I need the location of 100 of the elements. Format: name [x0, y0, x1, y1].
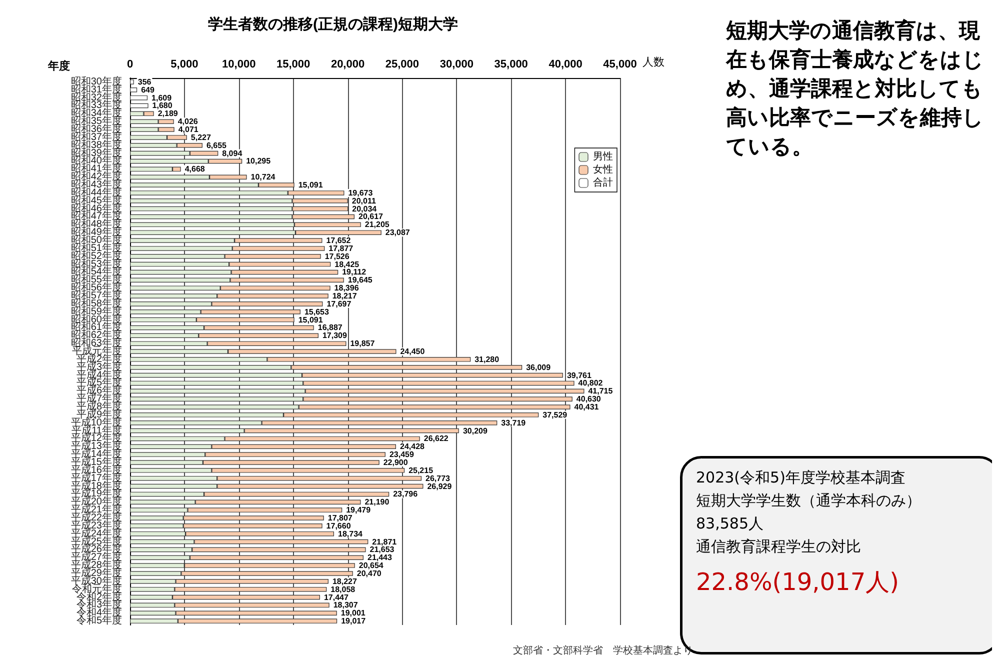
total-label: 18,425 [334, 260, 360, 269]
x-tick-label: 45,000 [603, 58, 637, 70]
y-tick-label: 平成23年度 [70, 519, 122, 532]
total-label: 15,091 [298, 315, 324, 324]
total-label: 19,001 [340, 608, 366, 618]
total-label: 21,653 [370, 545, 395, 554]
total-label: 10,724 [250, 172, 276, 182]
total-label: 18,396 [334, 284, 360, 293]
total-label: 26,622 [424, 434, 449, 444]
total-label: 23,087 [385, 228, 410, 238]
total-label: 8,094 [222, 148, 243, 158]
y-tick-label: 平成30年度 [70, 574, 122, 587]
legend-label: 女性 [593, 164, 613, 176]
total-label: 37,529 [542, 410, 568, 420]
total-label: 18,217 [332, 292, 358, 301]
total-label: 10,295 [246, 156, 272, 166]
total-label: 21,190 [364, 498, 390, 507]
x-tick-label: 5,000 [170, 58, 198, 70]
total-label: 5,227 [190, 132, 212, 142]
legend-label: 合計 [593, 176, 613, 188]
x-tick-label: 10,000 [222, 58, 256, 70]
total-label: 649 [141, 85, 155, 94]
total-label: 16,887 [318, 323, 343, 332]
y-axis-title: 年度 [47, 60, 70, 72]
total-label: 40,431 [574, 402, 600, 412]
x-tick-label: 15,000 [276, 58, 310, 70]
total-label: 36,009 [526, 362, 552, 372]
total-label: 24,450 [400, 347, 426, 356]
x-tick-label: 40,000 [548, 58, 582, 70]
total-label: 17,697 [326, 299, 352, 308]
total-label: 17,309 [322, 331, 348, 340]
total-label: 20,654 [358, 561, 384, 570]
total-label: 39,761 [566, 370, 592, 380]
total-label: 40,802 [578, 378, 604, 388]
bar [130, 95, 148, 100]
total-label: 21,871 [372, 537, 398, 546]
chart-title: 学生者数の推移(正規の課程)短期大学 [208, 16, 458, 33]
total-label: 24,428 [400, 442, 426, 452]
total-label: 20,034 [352, 204, 378, 214]
x-tick-label: 20,000 [330, 58, 365, 70]
x-tick-label: 30,000 [440, 58, 474, 70]
total-label: 41,715 [588, 386, 614, 396]
total-label: 22,900 [383, 458, 408, 467]
y-tick-label: 令和5年度 [76, 614, 122, 627]
total-label: 19,479 [346, 506, 372, 515]
text: 短期大学学生数（通学本科のみ） [696, 492, 921, 510]
total-label: 19,017 [341, 616, 366, 626]
total-label: 15,653 [304, 307, 330, 316]
total-label: 18,058 [330, 584, 356, 594]
text: 2023(令和5)年度学校基本調査 [696, 468, 906, 486]
total-label: 20,617 [358, 212, 384, 222]
bar [130, 88, 138, 92]
total-label: 356 [138, 77, 152, 86]
total-label: 2,189 [158, 109, 178, 118]
total-label: 17,660 [326, 521, 352, 530]
total-label: 15,091 [298, 180, 324, 190]
bar [130, 103, 148, 108]
y-tick-label: 平成8年度 [76, 400, 122, 412]
total-label: 20,470 [356, 568, 382, 578]
total-label: 19,112 [342, 268, 367, 277]
total-label: 1,609 [152, 93, 172, 102]
total-label: 18,734 [338, 529, 364, 538]
total-label: 40,630 [576, 394, 602, 404]
total-label: 17,447 [324, 592, 349, 602]
total-label: 25,215 [408, 466, 434, 475]
x-tick-label: 25,000 [385, 58, 420, 70]
total-label: 4,668 [184, 164, 206, 174]
total-label: 19,673 [348, 188, 374, 198]
total-label: 23,459 [389, 450, 414, 460]
total-label: 23,796 [393, 490, 418, 499]
total-label: 26,773 [426, 474, 451, 483]
text: 83,585人 [696, 514, 764, 532]
total-label: 19,857 [350, 339, 376, 348]
text: 文部省・文部科学省 学校基本調査より [513, 644, 693, 656]
text: 22.8%(19,017人) [696, 568, 899, 596]
total-label: 30,209 [462, 426, 488, 436]
total-label: 1,680 [152, 101, 173, 110]
total-label: 33,719 [501, 418, 526, 428]
total-label: 21,443 [367, 553, 393, 562]
total-label: 31,280 [474, 354, 500, 364]
bar [130, 80, 134, 84]
total-label: 4,071 [178, 125, 199, 134]
total-label: 17,877 [328, 244, 354, 253]
total-label: 18,307 [333, 600, 358, 610]
total-label: 21,205 [364, 220, 390, 230]
x-axis-title: 人数 [642, 56, 665, 68]
total-label: 17,652 [326, 236, 352, 246]
x-tick-label: 35,000 [494, 58, 528, 70]
total-label: 17,526 [324, 252, 350, 261]
legend-label: 男性 [593, 150, 613, 162]
total-label: 4,026 [178, 117, 198, 126]
total-label: 18,227 [332, 576, 358, 586]
total-label: 26,929 [427, 482, 452, 491]
text: 短期大学の通信教育は、現在も保育士養成などをはじめ、通学課程と対比しても高い比率でニーズを維持している。 [725, 18, 984, 158]
text: 通信教育課程学生の対比 [696, 538, 861, 556]
total-label: 19,645 [348, 276, 373, 285]
total-label: 20,011 [352, 196, 376, 206]
x-tick-label: 0 [126, 58, 134, 70]
total-label: 6,655 [206, 140, 228, 150]
total-label: 17,807 [328, 513, 353, 522]
